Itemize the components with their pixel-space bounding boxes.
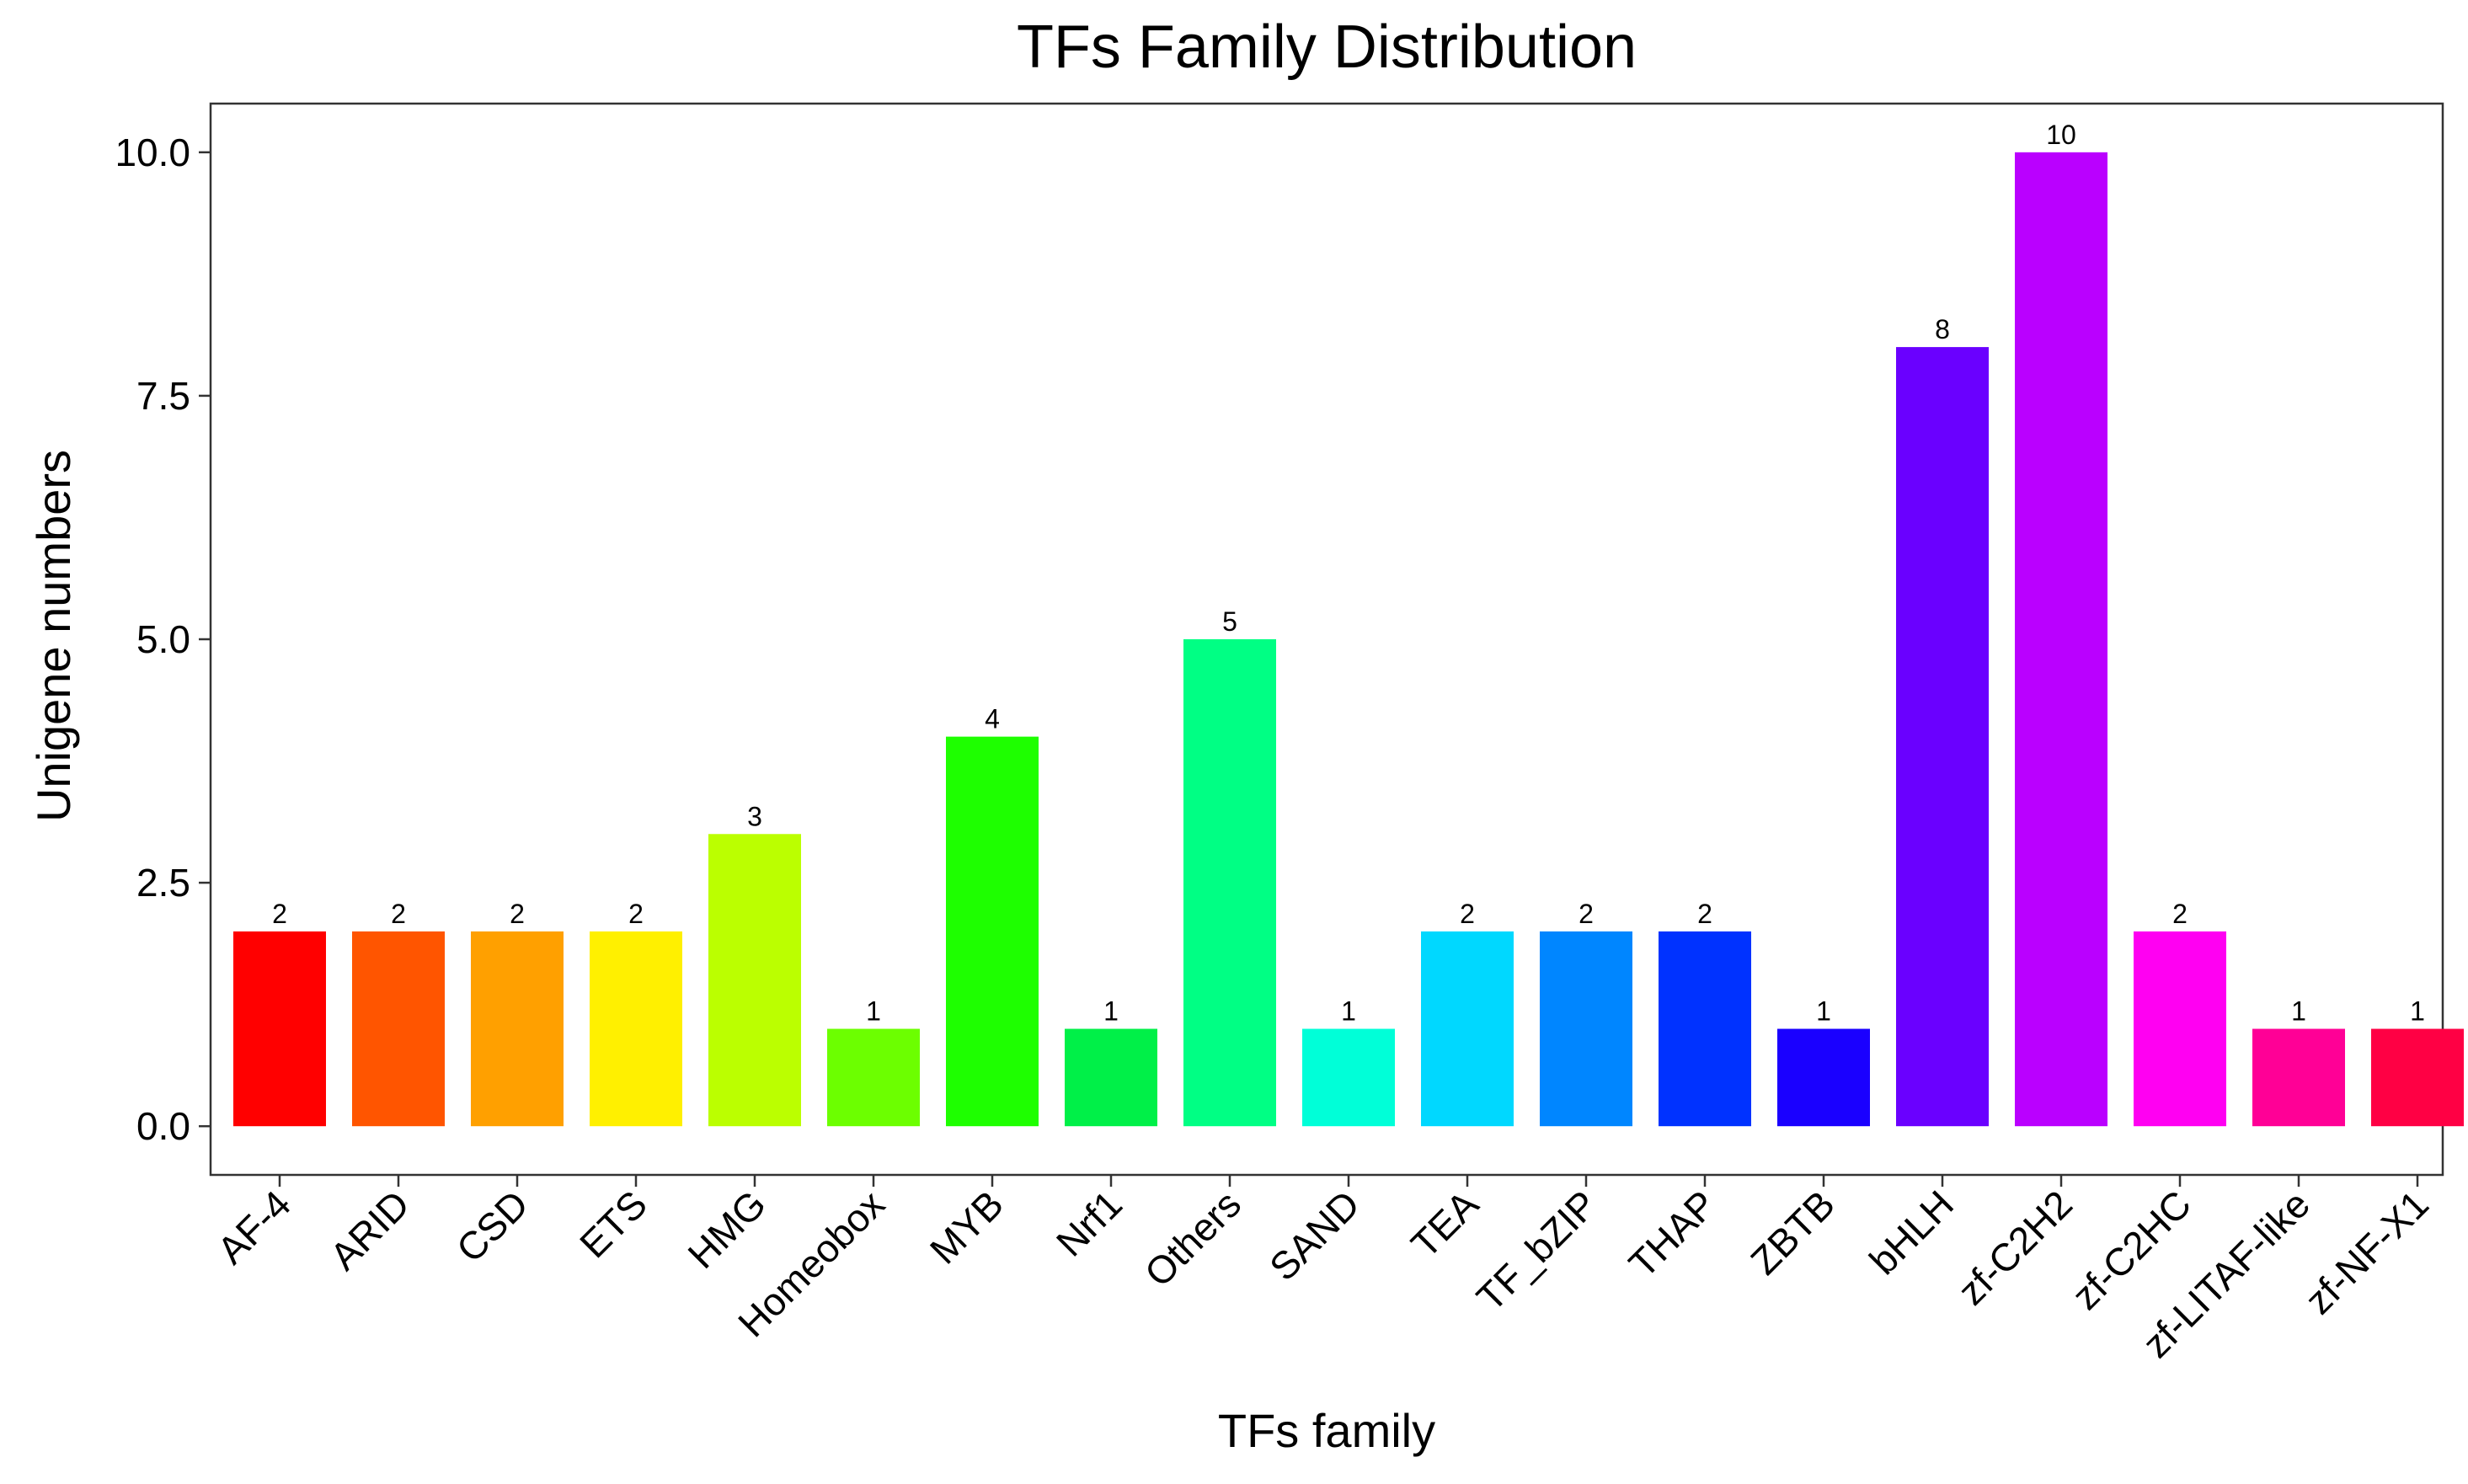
bar-value-label: 2 [1460, 899, 1475, 929]
x-tick-label: AF-4 [209, 1182, 299, 1272]
y-tick-label: 5.0 [136, 617, 190, 661]
bar-value-label: 2 [2172, 899, 2188, 929]
bar-value-label: 4 [985, 704, 1000, 734]
bar-zf-nf-x1 [2371, 1028, 2464, 1127]
bar-value-label: 1 [1341, 996, 1356, 1027]
x-tick-label: TF_bZIP [1468, 1182, 1605, 1319]
bar-zf-c2h2 [2015, 152, 2107, 1127]
bar-value-label: 3 [747, 801, 762, 831]
bar-value-label: 1 [1103, 996, 1119, 1027]
bar-zf-c2hc [2134, 931, 2226, 1127]
bar-zf-litaf-like [2252, 1028, 2345, 1127]
bar-value-label: 2 [510, 899, 525, 929]
bar-arid [352, 931, 445, 1127]
y-axis: 0.0 2.5 5.0 7.5 10.0 [115, 131, 211, 1148]
bar-value-label: 2 [1579, 899, 1594, 929]
bar-value-label: 1 [866, 996, 881, 1027]
bar-value-label: 1 [2410, 996, 2425, 1027]
x-tick-label: THAP [1621, 1182, 1725, 1286]
x-tick-label: ARID [322, 1182, 418, 1278]
x-axis-title: TFs family [1218, 1404, 1435, 1457]
chart-title: TFs Family Distribution [1017, 13, 1637, 81]
bar-homeobox [827, 1028, 920, 1127]
bar-value-label: 5 [1222, 606, 1237, 637]
y-tick-label: 7.5 [136, 374, 190, 418]
x-tick-label: ZBTB [1742, 1182, 1843, 1283]
x-tick-label: bHLH [1861, 1182, 1962, 1283]
bar-others [1183, 639, 1276, 1127]
y-axis-title: Unigene numbers [27, 450, 80, 822]
x-tick-label: TEA [1402, 1182, 1487, 1266]
x-tick-label: Others [1136, 1182, 1249, 1294]
bars-group [233, 152, 2464, 1127]
bar-myb [946, 736, 1039, 1127]
bar-csd [471, 931, 564, 1127]
bar-thap [1659, 931, 1751, 1127]
x-tick-label: zf-C2H2 [1949, 1182, 2081, 1313]
bar-value-label: 10 [2046, 120, 2076, 150]
bar-value-label: 1 [1816, 996, 1831, 1027]
x-tick-label: MYB [921, 1182, 1012, 1272]
bar-sand [1302, 1028, 1395, 1127]
y-tick-label: 0.0 [136, 1104, 190, 1148]
x-tick-label: Nrf1 [1048, 1182, 1130, 1264]
y-tick-label: 10.0 [115, 131, 190, 174]
x-tick-label: CSD [448, 1182, 537, 1270]
x-tick-label: HMG [679, 1182, 774, 1277]
x-tick-label: zf-NF-X1 [2296, 1182, 2437, 1322]
x-tick-label: SAND [1261, 1182, 1368, 1289]
bar-bhlh [1896, 347, 1989, 1127]
bar-value-label: 2 [628, 899, 644, 929]
bar-af-4 [233, 931, 326, 1127]
y-tick-label: 2.5 [136, 861, 190, 905]
bar-value-label: 2 [1697, 899, 1712, 929]
bar-zbtb [1777, 1028, 1870, 1127]
bar-ets [590, 931, 682, 1127]
bar-tf-bzip [1540, 931, 1632, 1127]
bar-nrf1 [1065, 1028, 1157, 1127]
bar-value-label: 2 [272, 899, 287, 929]
bar-value-label: 1 [2291, 996, 2306, 1027]
bar-value-label: 8 [1935, 314, 1950, 344]
x-tick-label: ETS [571, 1182, 655, 1266]
bar-hmg [708, 834, 801, 1127]
bar-value-label: 2 [391, 899, 406, 929]
bar-tea [1421, 931, 1514, 1127]
